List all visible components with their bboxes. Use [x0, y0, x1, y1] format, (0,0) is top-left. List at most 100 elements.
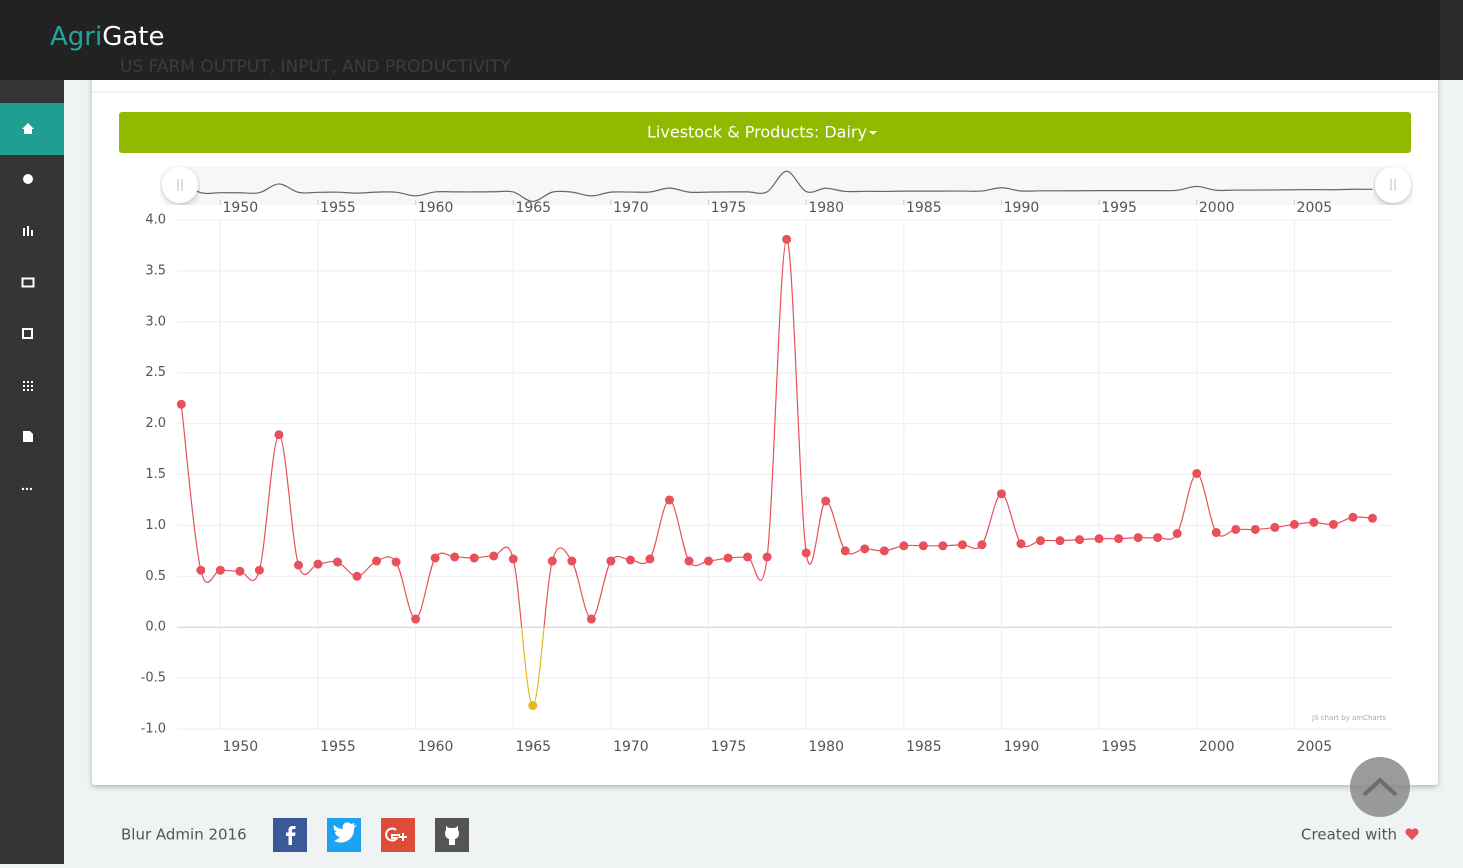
data-point [352, 571, 362, 581]
data-point [1055, 536, 1065, 546]
x-tick-label: 1990 [1004, 739, 1040, 755]
data-point [333, 557, 343, 567]
scrollbar-grip-right[interactable] [1375, 167, 1411, 203]
icon-more[interactable] [21, 487, 33, 491]
data-point [567, 556, 577, 566]
data-point [1016, 539, 1026, 549]
scrollbar[interactable] [180, 167, 1393, 205]
scrollbar-tick-label: 1995 [1101, 200, 1137, 216]
x-tick-label: 1960 [418, 739, 454, 755]
data-point [1094, 534, 1104, 544]
data-point [547, 556, 557, 566]
data-point [176, 399, 186, 409]
data-point [1309, 517, 1319, 527]
x-tick-label: 1970 [613, 739, 649, 755]
icon-monitor[interactable] [21, 277, 35, 288]
y-tick-label: 3.5 [145, 263, 166, 278]
scrollbar-grip-left[interactable] [162, 167, 198, 203]
brand[interactable]: AgriGate [50, 22, 164, 52]
google-plus-glyph [385, 827, 407, 842]
footer-copyright: Blur Admin 2016 [121, 826, 247, 844]
card [92, 70, 1438, 785]
x-tick-label: 2005 [1297, 739, 1333, 755]
data-point [704, 556, 714, 566]
data-point [840, 546, 850, 556]
x-tick-label: 2000 [1199, 739, 1235, 755]
data-point [684, 556, 694, 566]
y-tick-label: 0.0 [145, 620, 166, 635]
scrollbar-tick-label: 1955 [320, 200, 356, 216]
x-tick-label: 1980 [808, 739, 844, 755]
data-point [1328, 519, 1338, 529]
data-point [977, 540, 987, 550]
icon-chart-bar [31, 230, 33, 236]
data-point [313, 559, 323, 569]
page-title: US FARM OUTPUT, INPUT, AND PRODUCTIVITY [120, 57, 511, 77]
data-point [1075, 535, 1085, 545]
sidebar-icons [21, 123, 35, 491]
y-tick-label: 2.5 [145, 365, 166, 380]
brand-main: Gate [102, 22, 164, 52]
icon-grid[interactable] [23, 381, 33, 391]
data-point [625, 555, 635, 565]
dropdown-label: Livestock & Products: Dairy [647, 123, 867, 142]
data-point [606, 556, 616, 566]
icon-chart[interactable] [23, 228, 25, 236]
data-point [430, 553, 440, 563]
data-point [235, 566, 245, 576]
icon-edit[interactable] [22, 328, 33, 339]
data-point [586, 614, 596, 624]
scrollbar-tick-label: 1960 [418, 200, 454, 216]
y-tick-label: 0.5 [145, 569, 166, 584]
y-tick-label: 1.5 [145, 467, 166, 482]
scrollbar-tick-label: 1970 [613, 200, 649, 216]
scrollbar-tick-label: 1980 [808, 200, 844, 216]
data-point [293, 560, 303, 570]
data-point [215, 565, 225, 575]
heart-icon [1405, 828, 1419, 840]
x-tick-label: 1950 [223, 739, 259, 755]
scrollbar-tick-label: 2000 [1199, 200, 1235, 216]
dropdown-button[interactable] [119, 112, 1411, 153]
data-point [664, 495, 674, 505]
scrollbar-tick-label: 1950 [223, 200, 259, 216]
github-glyph [445, 826, 459, 845]
data-point [1289, 519, 1299, 529]
y-tick-label: 4.0 [145, 213, 166, 228]
top-bar [0, 0, 1463, 80]
data-point [274, 430, 284, 440]
data-point [528, 701, 538, 711]
data-point [391, 557, 401, 567]
data-point [1114, 534, 1124, 544]
data-point [1153, 533, 1163, 543]
data-point [957, 540, 967, 550]
data-point [899, 541, 909, 551]
scrollbar-tick-label: 2005 [1297, 200, 1333, 216]
data-point [918, 541, 928, 551]
chart: -1.0 -0.5 0.0 0.5 1.0 1.5 2.0 2.5 3.0 3.5 4.0 1950 1… [141, 170, 1392, 755]
data-point [1036, 536, 1046, 546]
data-point [411, 614, 421, 624]
facebook-glyph [286, 826, 296, 845]
x-tick-label: 1965 [515, 739, 551, 755]
grip-lines [177, 179, 183, 191]
x-tick-label: 1975 [711, 739, 747, 755]
y-tick-label: -0.5 [141, 671, 166, 686]
data-point [1211, 528, 1221, 538]
data-point [1231, 524, 1241, 534]
brand-accent: Agri [50, 22, 102, 52]
scroll-top-button[interactable] [1350, 757, 1410, 817]
x-tick-label: 1955 [320, 739, 356, 755]
data-point [860, 544, 870, 554]
icon-file[interactable] [23, 431, 33, 442]
data-point [645, 554, 655, 564]
data-point [996, 489, 1006, 499]
icon-home[interactable] [22, 123, 34, 134]
data-point [450, 552, 460, 562]
icon-chart-bar [27, 226, 29, 236]
x-tick-label: 1995 [1101, 739, 1137, 755]
data-point [801, 548, 811, 558]
icon-settings[interactable] [23, 174, 33, 184]
data-point [372, 556, 382, 566]
